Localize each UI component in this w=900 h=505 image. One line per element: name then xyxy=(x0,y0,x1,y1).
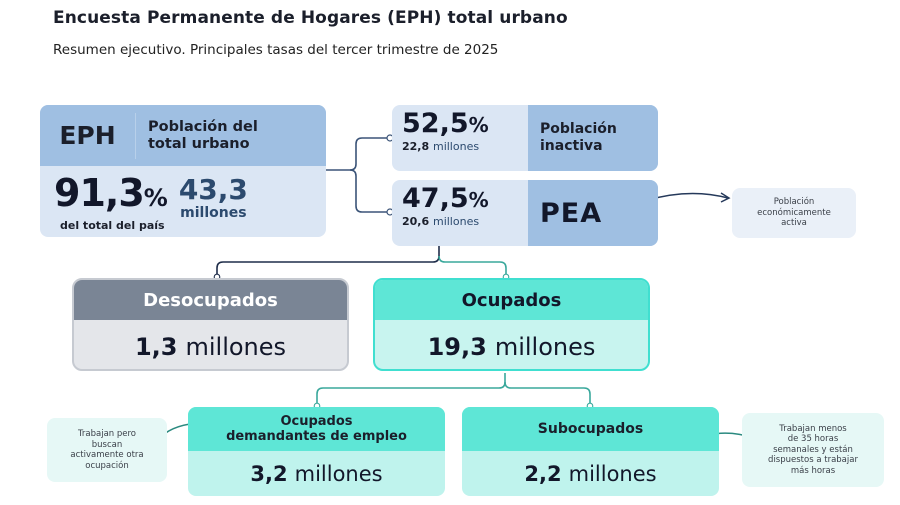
eph-pct-value: 91,3% xyxy=(54,171,168,215)
underemployed-note-line2: de 35 horas xyxy=(787,434,839,445)
inactive-label: Población inactiva xyxy=(528,105,658,171)
inactive-pct: 52,5% xyxy=(402,108,489,139)
underemployed-note-line1: Trabajan menos xyxy=(779,423,847,434)
pea-note-line1: Población xyxy=(773,197,815,208)
unemployed-title: Desocupados xyxy=(74,280,347,320)
inactive-millions: 22,8 millones xyxy=(402,140,480,153)
pea-note-line3: activa xyxy=(781,218,807,229)
eph-population-card: EPH Población del total urbano 91,3% del… xyxy=(40,105,326,237)
eph-pop-unit: millones xyxy=(180,205,247,221)
underemployed-value: 2,2 millones xyxy=(524,461,657,486)
eph-label-line2: total urbano xyxy=(148,135,250,152)
underemployed-note-line3: semanales y están xyxy=(773,444,853,455)
pea-values: 47,5% 20,6 millones xyxy=(392,180,528,246)
pea-note-line2: económicamente xyxy=(757,207,831,218)
employed-title: Ocupados xyxy=(375,280,648,320)
underemployed-title: Subocupados xyxy=(462,407,719,451)
job-seeking-title: Ocupados demandantes de empleo xyxy=(188,407,445,451)
eph-label: Población del total urbano xyxy=(136,119,258,153)
inactive-label-text: Población inactiva xyxy=(540,121,617,155)
pea-millions: 20,6 millones xyxy=(402,215,480,228)
eph-pct-note: del total del país xyxy=(60,219,165,232)
pea-note: Población económicamente activa xyxy=(732,188,856,238)
eph-pop-group: 43,3 millones xyxy=(178,172,248,222)
job-seeking-note-line2: buscan xyxy=(91,439,123,450)
underemployed-card: Subocupados 2,2 millones xyxy=(462,407,719,496)
inactive-label-line1: Población xyxy=(540,121,617,137)
page-subtitle: Resumen ejecutivo. Principales tasas del… xyxy=(53,42,499,58)
job-seeking-note: Trabajan pero buscan activamente otra oc… xyxy=(47,418,167,482)
page-title: Encuesta Permanente de Hogares (EPH) tot… xyxy=(53,8,568,28)
inactive-population-card: 52,5% 22,8 millones Población inactiva xyxy=(392,105,658,171)
underemployed-note-line4: dispuestos a trabajar xyxy=(768,455,858,466)
underemployed-note-line5: más horas xyxy=(790,465,836,476)
pea-card: 47,5% 20,6 millones PEA xyxy=(392,180,658,246)
job-seeking-value: 3,2 millones xyxy=(250,461,383,486)
eph-logo: EPH xyxy=(40,112,136,159)
unemployed-value: 1,3 millones xyxy=(134,332,287,361)
job-seeking-title-line2: demandantes de empleo xyxy=(226,429,407,444)
pea-pct: 47,5% xyxy=(402,183,489,214)
eph-card-body: 91,3% del total del país 43,3 millones xyxy=(40,166,326,232)
job-seeking-title-line1: Ocupados xyxy=(280,414,353,429)
job-seeking-note-line1: Trabajan pero xyxy=(77,429,137,439)
job-seeking-employed-card: Ocupados demandantes de empleo 3,2 millon… xyxy=(188,407,445,496)
pea-label-area: PEA xyxy=(528,180,658,246)
underemployed-note: Trabajan menos de 35 horas semanales y e… xyxy=(742,413,884,487)
inactive-values: 52,5% 22,8 millones xyxy=(392,105,528,171)
eph-pct-group: 91,3% del total del país xyxy=(54,171,168,232)
employed-card: Ocupados 19,3 millones xyxy=(373,278,650,371)
inactive-label-line2: inactiva xyxy=(540,138,603,154)
employed-value: 19,3 millones xyxy=(427,332,596,361)
eph-label-line1: Población del xyxy=(148,118,258,135)
job-seeking-note-line3: activamente otra xyxy=(70,450,144,460)
unemployed-card: Desocupados 1,3 millones xyxy=(72,278,349,371)
eph-pop-value: 43,3 xyxy=(178,173,248,206)
pea-label: PEA xyxy=(540,197,603,229)
job-seeking-note-line4: ocupación xyxy=(85,460,129,471)
eph-card-header: EPH Población del total urbano xyxy=(40,105,326,166)
